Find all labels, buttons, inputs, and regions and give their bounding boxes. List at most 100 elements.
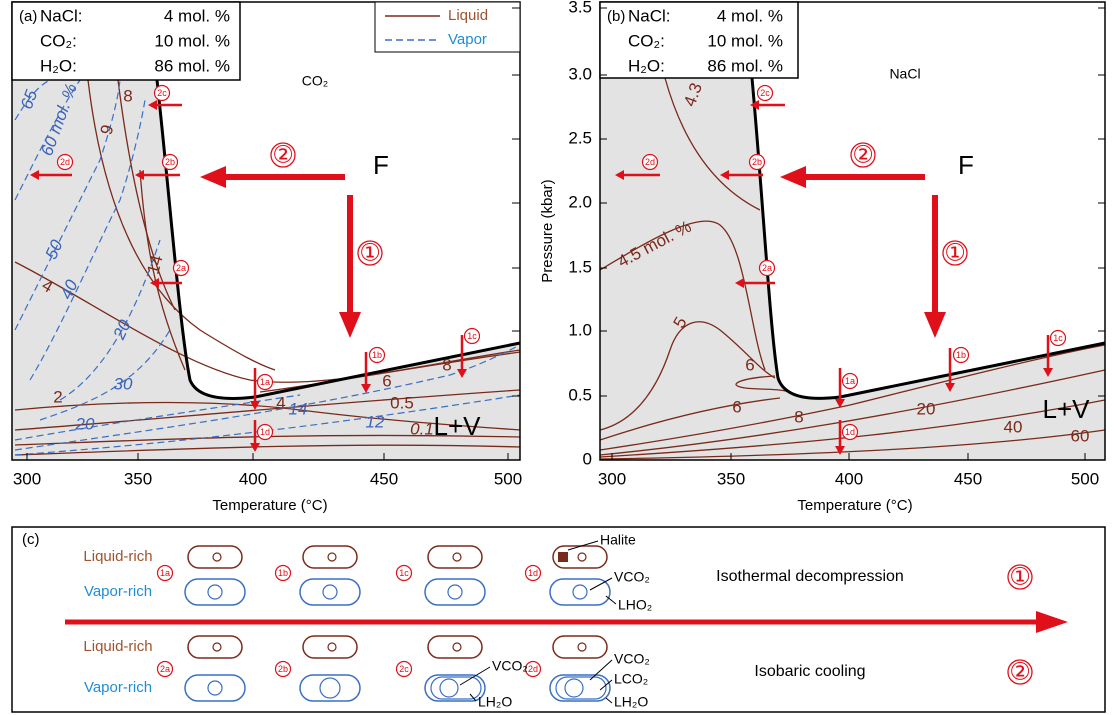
arrow-head (835, 446, 845, 455)
composition-value: 86 mol. % (707, 56, 783, 75)
panel-label: (a) (19, 8, 37, 25)
x-tick-label: 350 (124, 469, 152, 488)
y-tick-label: 1.5 (568, 257, 592, 276)
arrow-head (1036, 611, 1068, 633)
stop-badge (256, 423, 274, 441)
arrow-head (250, 401, 260, 410)
composition-name: H₂O: (628, 56, 665, 75)
inclusion (187, 545, 243, 569)
bubble (327, 642, 337, 652)
stop-badge (156, 564, 174, 582)
path-badge (942, 240, 968, 266)
stop-label: 2c (399, 664, 409, 674)
inclusion (299, 674, 361, 702)
stop-label: 1a (160, 568, 170, 578)
path-label: ② (852, 141, 874, 168)
plot-frame (11, 1, 521, 461)
arrow-head (945, 383, 955, 392)
inclusion (302, 635, 358, 659)
callout: VCO₂ (614, 569, 650, 585)
x-tick-label: 400 (239, 469, 267, 488)
bubble (207, 584, 223, 600)
legend (374, 1, 521, 53)
stop-label: 1d (845, 427, 855, 437)
bubble (439, 678, 459, 698)
leader (605, 697, 613, 704)
path-badge (1007, 659, 1033, 685)
path-label: ② (272, 141, 294, 168)
field-label: L+V (434, 411, 482, 441)
stop-label: 1c (1053, 333, 1063, 343)
isopleth-label: 14 (289, 399, 308, 418)
arrow-head (1043, 368, 1053, 377)
arrow-head (150, 278, 159, 288)
isopleth-label: 6 (382, 371, 391, 390)
arrow-head (735, 278, 744, 288)
leader (589, 659, 613, 681)
arrow-head (780, 166, 806, 188)
phase-label: NaCl (889, 66, 920, 82)
callout: LHO₂ (618, 597, 652, 613)
composition-name: CO₂: (628, 31, 665, 50)
x-tick-label: 450 (954, 469, 982, 488)
bubble (572, 584, 588, 600)
bubble (452, 552, 462, 562)
inclusion (549, 578, 611, 606)
liquid-isopleths (14, 79, 521, 456)
isopleth-label: 30 (114, 374, 133, 393)
isopleth-label: 14 (143, 253, 166, 276)
stop-badge (524, 660, 542, 678)
vapor-isopleths (14, 79, 521, 456)
leader (469, 693, 477, 702)
bubble (322, 584, 338, 600)
stop-badge (56, 153, 74, 171)
process-label: Isothermal decompression (716, 568, 904, 585)
stop-label: 2d (645, 157, 655, 167)
path-badge (357, 240, 383, 266)
point-label: F (958, 150, 974, 180)
x-tick-label: 350 (717, 469, 745, 488)
composition-name: CO₂: (40, 31, 77, 50)
leader (567, 540, 599, 551)
x-tick-label: 400 (835, 469, 863, 488)
arrow-head (720, 170, 729, 180)
x-axis-title: Temperature (°C) (212, 497, 327, 514)
y-tick-label: 2.5 (568, 128, 592, 147)
legend-label: Vapor (448, 31, 487, 48)
path-label: ① (1009, 563, 1031, 590)
stop-label: 1b (372, 350, 382, 360)
isopleth-label: 4 (276, 393, 285, 412)
path-label: ② (1009, 658, 1031, 685)
stop-label: 2d (528, 664, 538, 674)
x-tick-label: 500 (494, 469, 522, 488)
x-tick-label: 300 (598, 469, 626, 488)
stop-badge (368, 346, 386, 364)
arrow-head (457, 369, 467, 378)
composition-name: NaCl: (40, 6, 83, 25)
stop-badge (161, 153, 179, 171)
stop-badge (274, 564, 292, 582)
stop-badge (153, 84, 171, 102)
x-tick-label: 500 (1071, 469, 1099, 488)
field-label: L+V (1043, 394, 1091, 424)
stop-badge (641, 153, 659, 171)
arrow-head (615, 170, 624, 180)
isopleth-label: 40 (1004, 417, 1023, 436)
isopleth-label: 8 (794, 407, 803, 426)
composition-box (599, 1, 799, 79)
stop-badge (274, 660, 292, 678)
isopleth-label: 0.5 (390, 393, 414, 412)
leader (605, 595, 617, 605)
stop-label: 2a (176, 263, 186, 273)
point-label: F (373, 150, 389, 180)
composition-value: 10 mol. % (154, 31, 230, 50)
stop-badge (156, 660, 174, 678)
x-tick-label: 300 (13, 469, 41, 488)
inclusion (299, 578, 361, 606)
callout: LH₂O (614, 694, 648, 710)
arrow-head (148, 100, 157, 110)
stop-label: 2b (752, 157, 762, 167)
composition-name: NaCl: (628, 6, 671, 25)
plot-frame (599, 1, 1106, 461)
